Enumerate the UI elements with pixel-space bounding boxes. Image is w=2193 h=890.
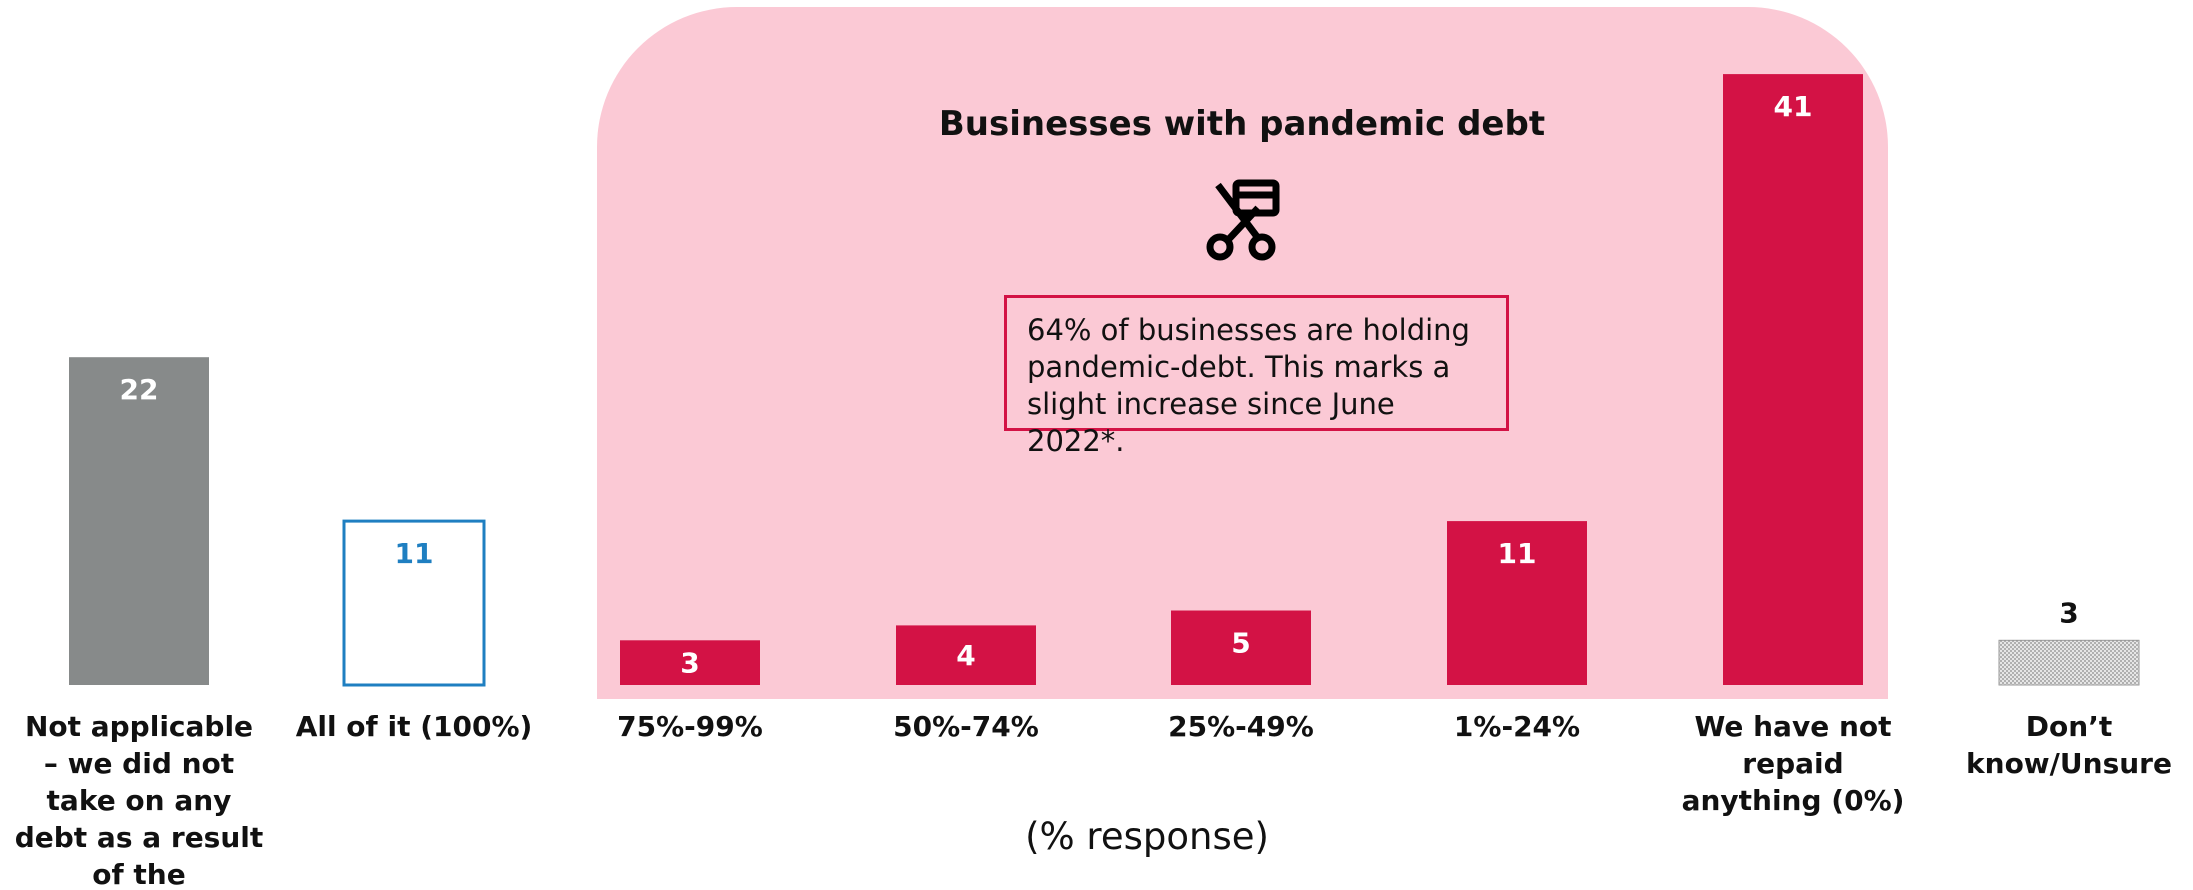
x-tick-label: Don’t know/Unsure xyxy=(1966,710,2172,780)
value-label: 11 xyxy=(1498,537,1537,570)
x-tick-label: 50%-74% xyxy=(893,710,1039,743)
x-tick-label: We have not repaid anything (0%) xyxy=(1681,710,1905,817)
bar xyxy=(69,357,209,685)
bar xyxy=(1171,610,1311,685)
value-label: 5 xyxy=(1231,627,1250,660)
x-tick-label: 75%-99% xyxy=(617,710,763,743)
x-tick-label: All of it (100%) xyxy=(295,710,533,743)
value-label: 4 xyxy=(956,639,975,672)
value-label: 41 xyxy=(1774,90,1813,123)
value-label: 3 xyxy=(680,647,699,680)
annotation: 64% of businesses are holding pandemic-d… xyxy=(1004,295,1509,458)
bar xyxy=(1998,639,2140,686)
bar xyxy=(1447,521,1587,685)
chart-title: Businesses with pandemic debt xyxy=(938,104,1546,144)
value-label: 3 xyxy=(2059,596,2078,629)
icon xyxy=(1206,179,1280,261)
x-tick-label: 25%-49% xyxy=(1168,710,1314,743)
x-tick-label: 1%-24% xyxy=(1453,710,1581,743)
x-axis-label: (% response) xyxy=(1025,815,1269,858)
x-tick-label: Not applicable – we did not take on any … xyxy=(14,710,264,890)
bar xyxy=(1723,74,1863,686)
bar xyxy=(342,519,486,687)
value-label: 22 xyxy=(120,373,159,406)
bar xyxy=(620,640,760,685)
bar xyxy=(896,625,1036,685)
value-label: 11 xyxy=(395,537,434,570)
